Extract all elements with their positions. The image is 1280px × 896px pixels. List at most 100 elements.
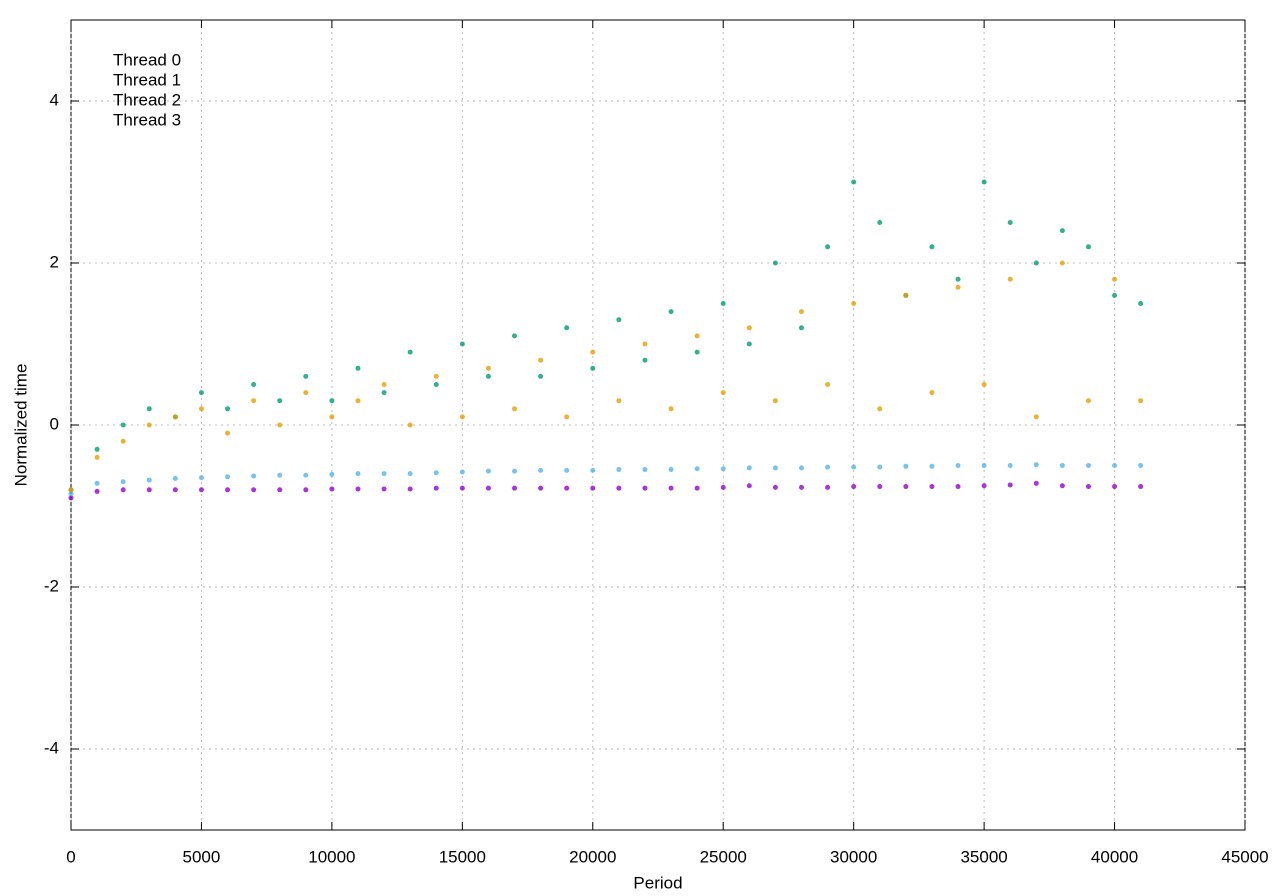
point xyxy=(381,390,387,396)
point xyxy=(225,487,231,493)
point xyxy=(772,484,778,490)
point xyxy=(303,390,309,396)
point xyxy=(1138,484,1144,490)
x-tick-label: 0 xyxy=(66,847,75,866)
point xyxy=(720,484,726,490)
point xyxy=(903,463,909,469)
point xyxy=(668,485,674,491)
point xyxy=(251,382,257,387)
point xyxy=(485,485,491,491)
point xyxy=(1007,482,1013,488)
x-tick-label: 45000 xyxy=(1221,847,1268,866)
point xyxy=(1112,484,1118,490)
point xyxy=(955,276,961,282)
point xyxy=(616,398,622,404)
point xyxy=(929,390,935,396)
point xyxy=(1007,463,1013,468)
point xyxy=(746,325,752,331)
point xyxy=(459,414,465,420)
point xyxy=(1033,414,1039,420)
point xyxy=(955,463,961,468)
point xyxy=(981,483,987,489)
point xyxy=(1033,462,1039,468)
point xyxy=(381,486,387,492)
point xyxy=(172,414,178,420)
point xyxy=(877,464,883,470)
point xyxy=(642,467,648,473)
point xyxy=(903,292,909,298)
point xyxy=(146,406,152,412)
point xyxy=(433,382,439,387)
point xyxy=(851,464,857,470)
point xyxy=(329,486,335,492)
point xyxy=(694,466,700,472)
point xyxy=(485,468,491,474)
point xyxy=(616,317,622,323)
y-tick-label: -2 xyxy=(44,576,59,595)
point xyxy=(68,487,74,493)
point xyxy=(146,422,152,428)
point xyxy=(1007,220,1013,225)
point xyxy=(94,454,100,460)
point xyxy=(538,467,544,473)
point xyxy=(251,473,257,479)
point xyxy=(668,467,674,473)
point xyxy=(981,179,987,185)
y-tick-label: 0 xyxy=(50,414,59,433)
point xyxy=(146,477,152,483)
point xyxy=(172,487,178,493)
point xyxy=(955,284,961,290)
point xyxy=(903,484,909,490)
point xyxy=(94,446,100,452)
point xyxy=(590,365,596,371)
point xyxy=(825,244,831,250)
point xyxy=(251,398,257,404)
point xyxy=(381,382,387,387)
x-tick-label: 5000 xyxy=(183,847,221,866)
x-tick-label: 35000 xyxy=(960,847,1007,866)
point xyxy=(1059,483,1065,489)
point xyxy=(198,406,204,412)
point xyxy=(120,438,126,444)
point xyxy=(120,487,126,493)
point xyxy=(1059,260,1065,266)
point xyxy=(512,333,518,339)
point xyxy=(433,485,439,491)
point xyxy=(642,357,648,363)
legend-label: Thread 0 xyxy=(113,50,181,69)
point xyxy=(1085,244,1091,250)
point xyxy=(355,471,361,477)
point xyxy=(459,469,465,475)
x-tick-label: 15000 xyxy=(439,847,486,866)
point xyxy=(746,483,752,489)
point xyxy=(329,414,335,420)
point xyxy=(198,487,204,493)
point xyxy=(1085,398,1091,404)
point xyxy=(642,485,648,491)
point xyxy=(590,485,596,491)
point xyxy=(120,422,126,428)
point xyxy=(277,422,283,428)
point xyxy=(694,349,700,355)
point xyxy=(225,474,231,480)
x-tick-label: 30000 xyxy=(830,847,877,866)
point xyxy=(277,472,283,478)
point xyxy=(512,468,518,474)
point xyxy=(772,260,778,266)
point xyxy=(94,480,100,486)
point xyxy=(485,365,491,371)
point xyxy=(720,301,726,306)
point xyxy=(1033,480,1039,486)
legend-label: Thread 1 xyxy=(113,70,181,89)
point xyxy=(877,484,883,490)
legend-label: Thread 2 xyxy=(113,90,181,109)
point xyxy=(512,485,518,491)
point xyxy=(564,485,570,491)
point xyxy=(590,349,596,355)
point xyxy=(68,495,74,501)
point xyxy=(303,487,309,493)
point xyxy=(668,406,674,412)
point xyxy=(329,471,335,477)
point xyxy=(355,486,361,492)
y-tick-label: 4 xyxy=(50,90,59,109)
